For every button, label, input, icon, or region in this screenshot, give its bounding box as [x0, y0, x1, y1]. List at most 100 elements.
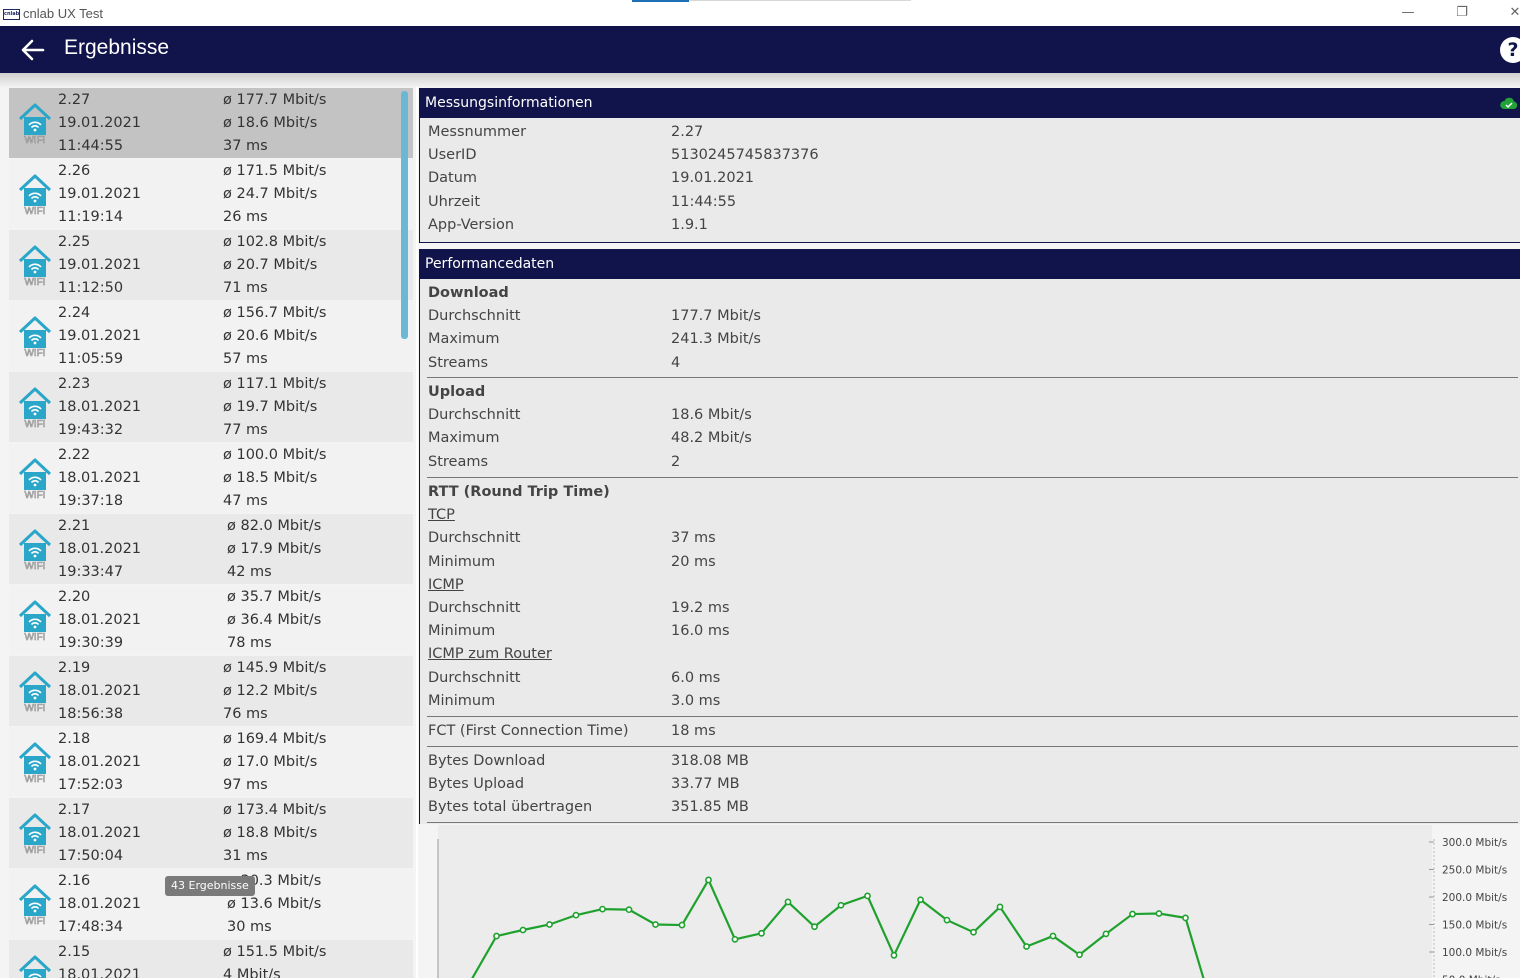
help-icon[interactable]: ? — [1500, 37, 1520, 63]
window-title-bar: cnlab cnlab UX Test — ❐ ✕ — [0, 0, 1520, 26]
result-date: 18.01.2021 — [58, 541, 142, 557]
data-point — [678, 921, 686, 929]
rtt-tcp-value: 37 ms — [671, 530, 716, 547]
data-point — [864, 892, 871, 900]
result-ping: 78 ms — [227, 635, 272, 651]
result-id: 2.16 — [58, 873, 91, 889]
result-upload: ø 17.9 Mbit/s — [227, 541, 322, 557]
result-meta: 2.26 19.01.2021 11:19:14 — [58, 160, 141, 229]
info-label: Messnummer — [428, 124, 527, 140]
rtt-router-value: 6.0 ms — [671, 669, 721, 686]
close-button[interactable]: ✕ — [1509, 5, 1520, 20]
data-point — [890, 951, 898, 959]
result-ping: 42 ms — [227, 564, 272, 580]
restore-button[interactable]: ❐ — [1456, 5, 1468, 20]
result-row[interactable]: WIFI 2.22 18.01.2021 19:37:18 ø 100.0 Mb… — [9, 443, 413, 513]
download-heading: Download — [428, 285, 509, 301]
download-label: Maximum — [428, 331, 500, 348]
download-label: Durchschnitt — [428, 308, 521, 325]
data-point — [519, 926, 527, 934]
data-point — [996, 903, 1004, 911]
result-meta: 2.25 19.01.2021 11:12:50 — [58, 231, 141, 300]
data-point — [943, 916, 951, 924]
data-point — [837, 901, 845, 909]
info-value: 5130245745837376 — [671, 147, 819, 164]
wifi-house-icon: WIFI — [18, 813, 52, 854]
result-date: 18.01.2021 — [58, 896, 142, 912]
result-id: 2.19 — [58, 660, 91, 676]
result-time: 17:52:03 — [58, 777, 124, 793]
bytes-label: Bytes Upload — [428, 776, 525, 793]
data-point — [811, 923, 818, 931]
download-value: 177.7 Mbit/s — [671, 308, 761, 325]
result-meta: 2.17 18.01.2021 17:50:04 — [58, 799, 141, 868]
wifi-house-icon: WIFI — [18, 529, 52, 570]
upload-heading: Upload — [428, 384, 486, 400]
wifi-house-icon: WIFI — [18, 458, 52, 499]
result-upload: ø 20.6 Mbit/s — [223, 328, 318, 344]
result-download: ø 173.4 Mbit/s — [223, 802, 327, 818]
result-download: ø 171.5 Mbit/s — [223, 163, 327, 179]
result-row[interactable]: WIFI 2.18 18.01.2021 17:52:03 ø 169.4 Mb… — [9, 727, 413, 797]
result-download: ø 151.5 Mbit/s — [223, 944, 327, 960]
rtt-icmp-link[interactable]: ICMP — [428, 576, 464, 593]
svg-text:WIFI: WIFI — [24, 348, 45, 357]
rtt-icmp-value: 16.0 ms — [671, 623, 730, 640]
y-tick-label: 200.0 Mbit/s — [1442, 892, 1507, 904]
result-time: 18:56:38 — [58, 706, 124, 722]
result-row[interactable]: WIFI 2.24 19.01.2021 11:05:59 ø 156.7 Mb… — [9, 301, 413, 371]
result-row[interactable]: WIFI 2.26 19.01.2021 11:19:14 ø 171.5 Mb… — [9, 159, 413, 229]
data-point — [1129, 910, 1136, 918]
result-row[interactable]: WIFI 2.21 18.01.2021 19:33:47 ø 82.0 Mbi… — [9, 514, 413, 584]
result-values: ø 173.4 Mbit/s ø 18.8 Mbit/s 31 ms — [223, 799, 326, 868]
wifi-house-icon: WIFI — [18, 245, 52, 286]
result-upload: 4 Mbit/s — [223, 967, 281, 978]
result-date: 18.01.2021 — [58, 683, 142, 699]
result-meta: 2.21 18.01.2021 19:33:47 — [58, 515, 141, 584]
upload-value: 18.6 Mbit/s — [671, 407, 752, 424]
result-row[interactable]: WIFI 2.27 19.01.2021 11:44:55 ø 177.7 Mb… — [9, 88, 413, 158]
result-row[interactable]: WIFI 2.19 18.01.2021 18:56:38 ø 145.9 Mb… — [9, 656, 413, 726]
result-row[interactable]: WIFI 2.23 18.01.2021 19:43:32 ø 117.1 Mb… — [9, 372, 413, 442]
rtt-tcp-link[interactable]: TCP — [428, 507, 455, 524]
minimize-button[interactable]: — — [1401, 5, 1415, 20]
fct-label: FCT (First Connection Time) — [428, 723, 629, 739]
result-ping: 71 ms — [223, 280, 268, 296]
wifi-house-icon: WIFI — [18, 671, 52, 712]
data-point — [1155, 910, 1163, 917]
result-row[interactable]: WIFI 2.20 18.01.2021 19:30:39 ø 35.7 Mbi… — [9, 585, 413, 655]
back-arrow-icon[interactable] — [19, 36, 47, 64]
svg-text:WIFI: WIFI — [24, 206, 45, 215]
fct-value: 18 ms — [671, 723, 716, 739]
result-meta: 2.16 18.01.2021 17:48:34 — [58, 870, 141, 939]
y-tick-label: 100.0 Mbit/s — [1442, 947, 1507, 959]
result-row[interactable]: WIFI 2.25 19.01.2021 11:12:50 ø 102.8 Mb… — [9, 230, 413, 300]
data-point — [1049, 932, 1057, 940]
info-panel: Messnummer 2.27 UserID 5130245745837376 Datu… — [419, 118, 1520, 243]
data-point — [705, 876, 712, 884]
section-divider — [427, 377, 1518, 378]
svg-text:WIFI: WIFI — [24, 632, 45, 641]
result-meta: 2.22 18.01.2021 19:37:18 — [58, 444, 141, 513]
bytes-value: 318.08 MB — [671, 753, 749, 769]
result-date: 18.01.2021 — [58, 612, 142, 628]
rtt-router-label: Durchschnitt — [428, 669, 521, 686]
rtt-tcp-label: Durchschnitt — [428, 530, 521, 547]
result-upload: ø 18.6 Mbit/s — [223, 115, 318, 131]
section-divider — [427, 822, 1518, 823]
result-values: ø 100.0 Mbit/s ø 18.5 Mbit/s 47 ms — [223, 444, 326, 513]
result-row[interactable]: WIFI 2.17 18.01.2021 17:50:04 ø 173.4 Mb… — [9, 798, 413, 868]
result-values: ø 35.7 Mbit/s ø 36.4 Mbit/s 78 ms — [227, 586, 321, 655]
info-value: 2.27 — [671, 124, 704, 140]
svg-text:WIFI: WIFI — [24, 419, 45, 428]
result-row[interactable]: WIFI 2.15 18.01.2021 ø 151.5 Mbit/s 4 Mb… — [9, 940, 413, 978]
list-scrollbar[interactable] — [401, 91, 408, 339]
title-accent — [632, 0, 689, 2]
result-download: ø 177.7 Mbit/s — [223, 92, 327, 108]
info-panel-header: Messungsinformationen — [419, 88, 1520, 118]
result-ping: 37 ms — [223, 138, 268, 154]
wifi-house-icon: WIFI — [18, 103, 52, 144]
rtt-router-link[interactable]: ICMP zum Router — [428, 646, 552, 663]
y-tick-label: 50.0 Mbit/s — [1442, 975, 1500, 978]
results-list[interactable]: WIFI 2.27 19.01.2021 11:44:55 ø 177.7 Mb… — [0, 87, 416, 978]
